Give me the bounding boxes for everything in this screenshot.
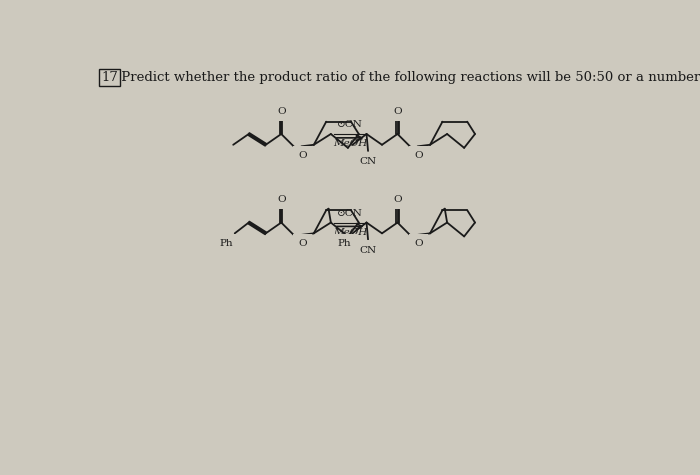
Text: Ph: Ph	[220, 239, 233, 248]
Text: ⊙CN: ⊙CN	[337, 209, 363, 218]
Text: O: O	[277, 195, 286, 204]
Text: O: O	[298, 239, 307, 248]
Text: O: O	[414, 239, 424, 248]
Text: ⊙CN: ⊙CN	[337, 120, 363, 129]
Text: O: O	[393, 106, 402, 115]
Text: O: O	[393, 195, 402, 204]
Text: O: O	[298, 151, 307, 160]
Text: Predict whether the product ratio of the following reactions will be 50:50 or a : Predict whether the product ratio of the…	[117, 71, 700, 84]
Text: MeOH: MeOH	[333, 228, 368, 237]
Text: Ph: Ph	[337, 239, 351, 248]
Text: CN: CN	[360, 157, 377, 166]
Text: O: O	[277, 106, 286, 115]
Text: 17: 17	[102, 71, 118, 84]
Text: O: O	[414, 151, 424, 160]
Text: CN: CN	[360, 246, 377, 255]
Text: MeOH: MeOH	[333, 139, 368, 148]
